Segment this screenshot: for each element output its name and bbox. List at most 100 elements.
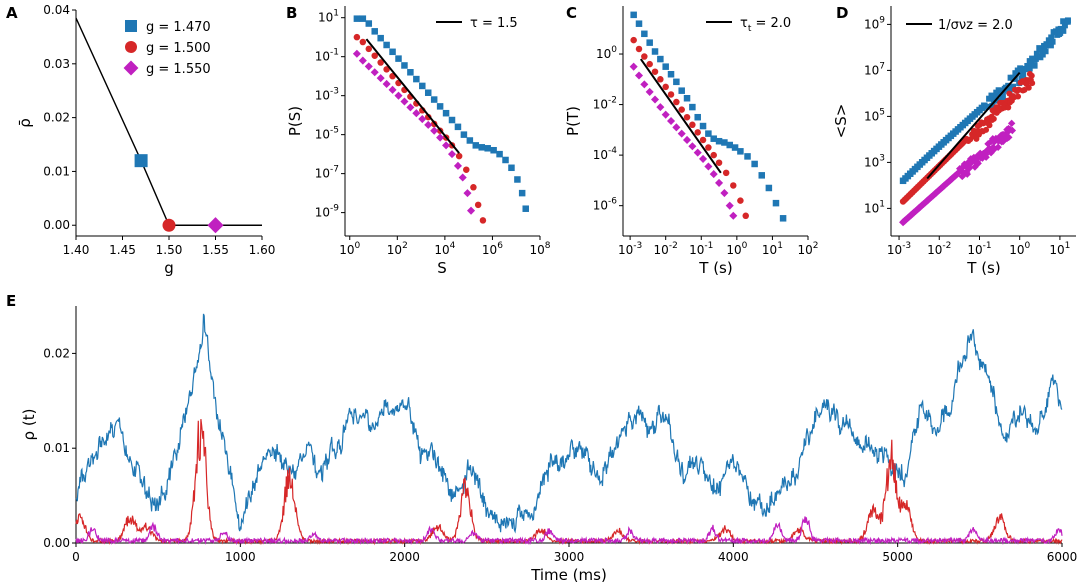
y-tick-label: 0.02	[43, 346, 70, 360]
data-point	[454, 123, 462, 131]
data-point	[731, 144, 739, 151]
legend-marker-1	[125, 41, 137, 53]
data-point	[353, 33, 361, 41]
x-tick-label: 1.55	[202, 243, 229, 257]
data-point	[973, 135, 980, 142]
data-point	[490, 146, 497, 154]
data-point	[353, 15, 361, 22]
x-tick-label: 2000	[389, 550, 420, 564]
data-point	[640, 80, 649, 89]
data-point	[994, 143, 1002, 151]
panel-label: E	[6, 292, 16, 310]
data-point	[1060, 27, 1067, 34]
data-point	[382, 79, 391, 88]
x-tick-label: 100	[726, 241, 747, 257]
data-point	[646, 60, 653, 68]
data-point	[699, 136, 707, 144]
legend-marker-0	[125, 20, 137, 32]
data-point	[990, 115, 997, 122]
data-point	[407, 69, 414, 76]
data-point	[371, 52, 378, 59]
data-point	[1064, 18, 1071, 25]
panel-label: B	[286, 4, 297, 22]
data-point	[720, 189, 729, 198]
series-g1550-trace	[75, 516, 1063, 546]
data-point	[693, 148, 702, 157]
data-point	[1048, 34, 1055, 41]
x-tick-label: 10-1	[967, 241, 991, 257]
data-point	[981, 150, 990, 159]
data-point	[1061, 22, 1068, 29]
data-point	[418, 115, 427, 124]
x-tick-label: 6000	[1047, 550, 1078, 564]
series-g1470-trace	[75, 313, 1063, 534]
data-point	[442, 141, 451, 150]
data-point	[645, 87, 654, 96]
y-axis-label: <S>	[832, 104, 850, 139]
x-tick-label: 0	[72, 550, 80, 564]
data-point	[1005, 133, 1013, 142]
data-point	[646, 39, 653, 46]
data-point	[667, 91, 675, 98]
data-point	[358, 56, 367, 65]
data-point	[694, 113, 701, 121]
data-point	[514, 176, 521, 183]
panel-label: C	[566, 4, 577, 22]
data-point	[983, 103, 990, 110]
data-point	[424, 89, 432, 96]
data-point	[365, 45, 373, 53]
series-1	[353, 33, 487, 224]
data-point	[986, 95, 993, 102]
data-point	[666, 116, 676, 126]
panel-e: 0 1000 2000 3000 4000 5000 6000 0.00 0.01 0.02 Tim…	[6, 292, 1077, 584]
data-point	[1049, 38, 1056, 45]
x-tick-label: 1000	[225, 550, 256, 564]
marker-2	[207, 217, 224, 234]
data-point	[388, 85, 397, 94]
data-point	[458, 173, 467, 182]
y-tick-label: 105	[864, 107, 885, 123]
data-point	[478, 144, 485, 151]
data-point	[383, 66, 390, 73]
x-tick-label: 1.50	[156, 243, 183, 257]
data-point	[371, 28, 378, 35]
data-point	[999, 137, 1007, 146]
data-point	[635, 20, 643, 27]
data-point	[635, 45, 643, 53]
x-tick-label: 101	[762, 241, 783, 257]
data-point	[463, 166, 470, 173]
data-point	[1007, 119, 1016, 128]
power-law-fit	[365, 38, 460, 154]
x-axis-label: Time (ms)	[530, 566, 607, 584]
data-point	[990, 138, 999, 146]
data-point	[377, 59, 384, 66]
series-1	[899, 70, 1036, 205]
y-tick-label: 0.01	[43, 164, 70, 178]
x-axis-label: g	[164, 259, 174, 277]
data-point	[995, 97, 1002, 104]
y-tick-label: 0.04	[43, 3, 70, 17]
panel-a: 1.40 1.45 1.50 1.55 1.60 0.00 0.01 0.02 0.03 0.04…	[6, 3, 275, 277]
y-tick-label: 10-6	[593, 197, 618, 213]
data-point	[650, 95, 660, 104]
data-point	[419, 82, 426, 90]
data-point	[721, 139, 728, 146]
data-point	[1028, 72, 1035, 79]
y-tick-label: 103	[864, 153, 885, 169]
data-point	[401, 62, 408, 69]
data-point	[683, 135, 692, 144]
y-tick-label: 0.03	[43, 57, 70, 71]
data-point	[651, 48, 659, 55]
y-tick-label: 107	[864, 61, 885, 77]
data-point	[730, 182, 737, 189]
data-point	[502, 156, 509, 164]
y-tick-label: 10-1	[315, 48, 339, 64]
legend-label-0: g = 1.470	[146, 20, 211, 35]
data-point	[779, 215, 787, 222]
marker-0	[134, 154, 148, 168]
data-point	[656, 103, 665, 112]
data-point	[710, 135, 717, 142]
data-point	[496, 150, 503, 158]
series-0	[353, 15, 529, 212]
data-point	[959, 163, 967, 171]
